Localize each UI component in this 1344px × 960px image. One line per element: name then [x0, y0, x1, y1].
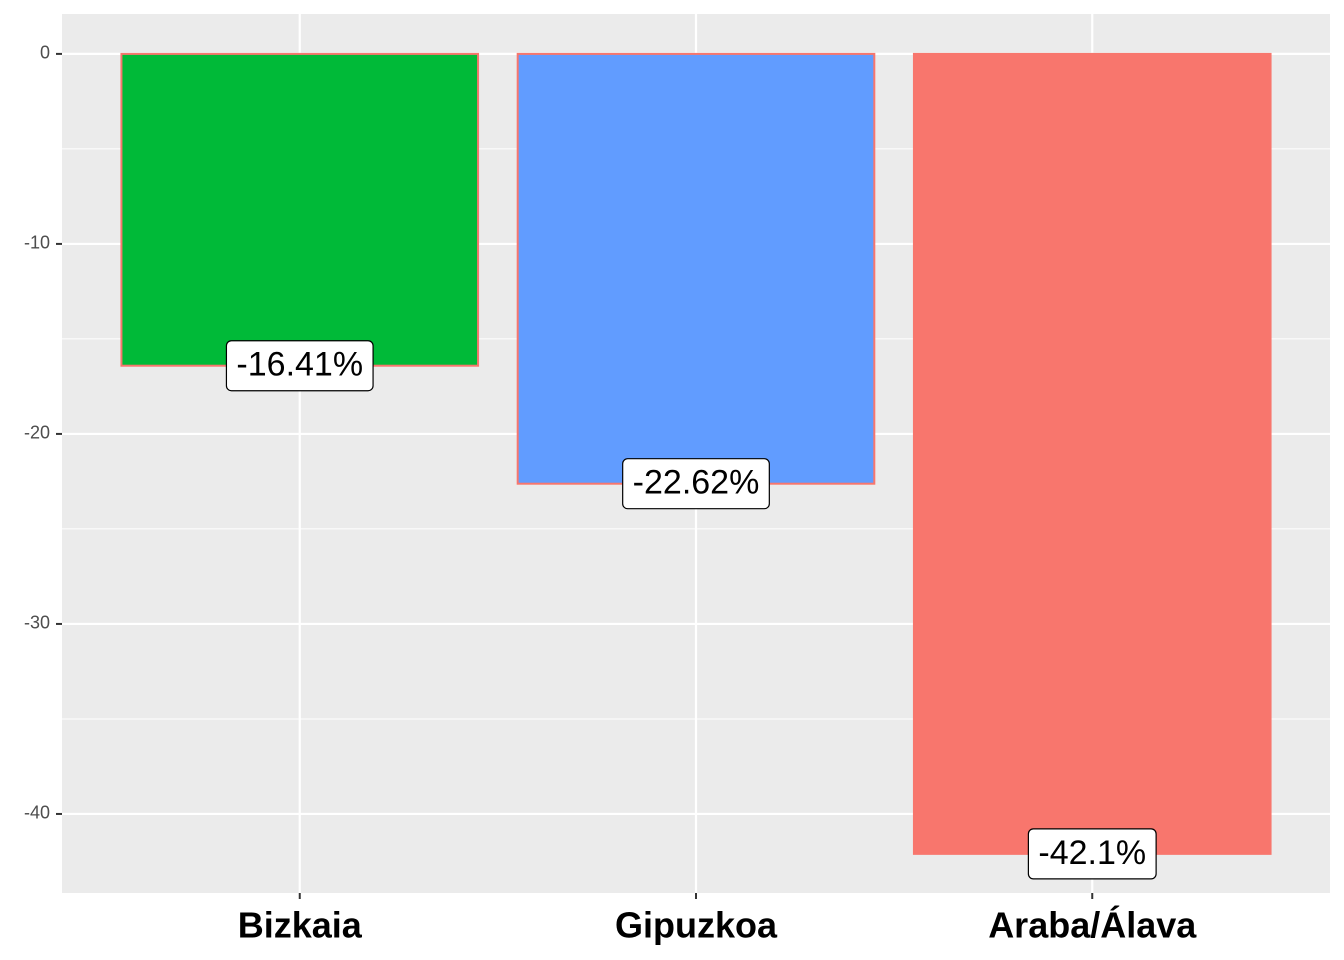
x-tick-label: Gipuzkoa	[615, 905, 778, 946]
bar	[912, 52, 1272, 855]
y-tick-label: -40	[24, 803, 50, 823]
bar	[516, 52, 876, 485]
y-tick-label: -30	[24, 613, 50, 633]
data-label: -42.1%	[1038, 834, 1146, 872]
data-label: -16.41%	[236, 346, 363, 384]
bar	[120, 52, 480, 367]
y-tick-label: -20	[24, 423, 50, 443]
label-box	[622, 458, 770, 510]
label-box	[1027, 828, 1157, 880]
label-box	[225, 340, 374, 392]
y-tick-label: 0	[40, 43, 50, 63]
data-label: -22.62%	[633, 464, 760, 502]
x-tick-label: Bizkaia	[238, 905, 363, 946]
x-tick-label: Araba/Álava	[988, 905, 1197, 946]
y-tick-label: -10	[24, 233, 50, 253]
